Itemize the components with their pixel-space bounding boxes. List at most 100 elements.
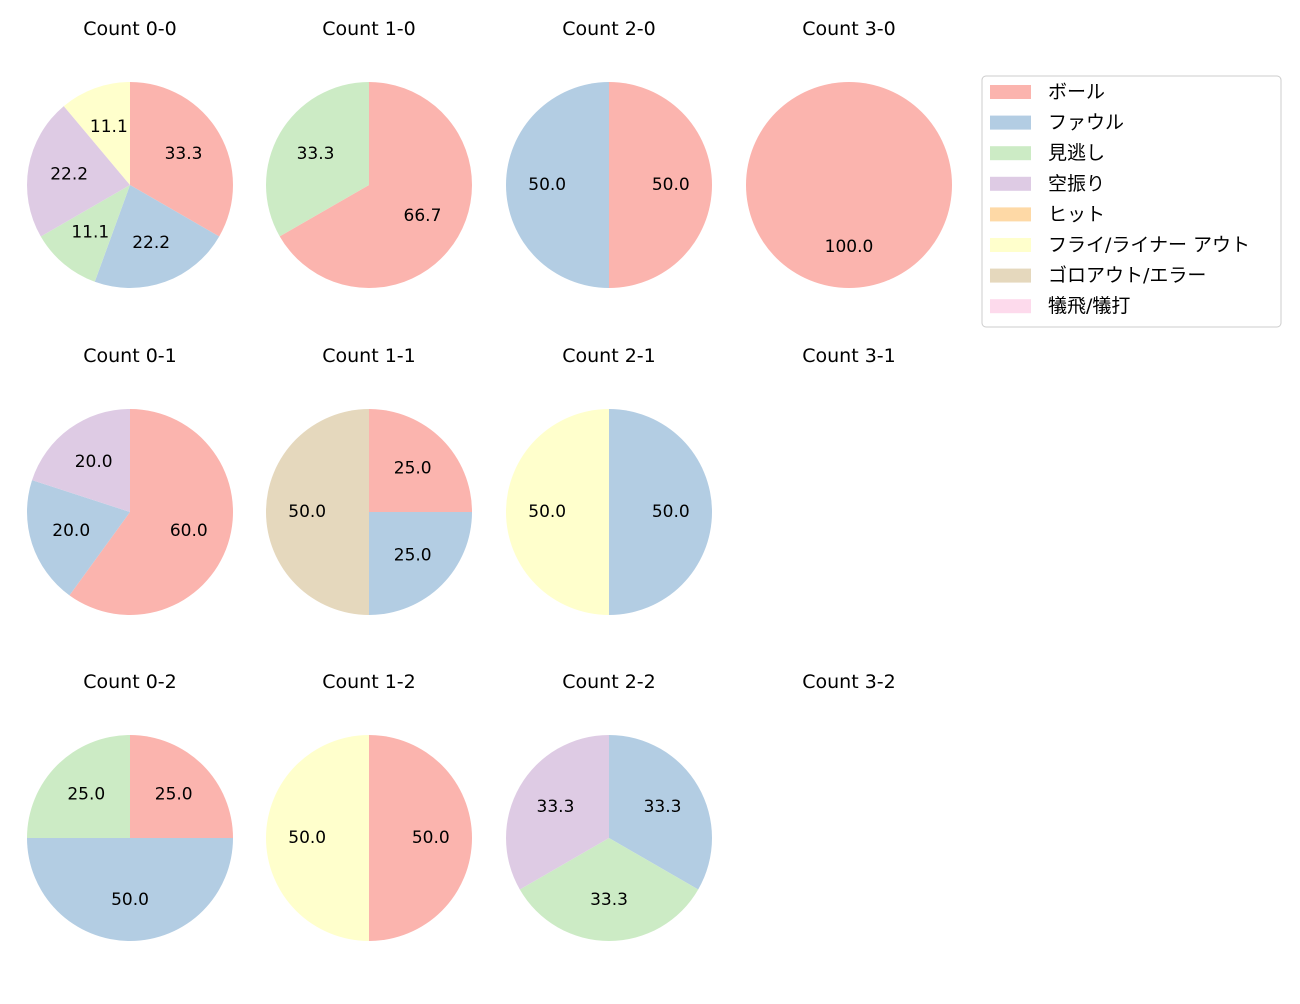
- legend-item: ゴロアウト/エラー: [990, 265, 1206, 287]
- legend-label: ファウル: [1048, 112, 1124, 134]
- pie-slice: [369, 735, 472, 941]
- legend-item: ボール: [990, 81, 1105, 103]
- legend-item: 犠飛/犠打: [990, 295, 1130, 317]
- slice-label: 20.0: [52, 521, 90, 541]
- slice-label: 25.0: [394, 546, 432, 566]
- legend-item: ヒット: [990, 203, 1105, 225]
- pie-slice: [279, 82, 472, 288]
- pie-slice: [746, 82, 952, 288]
- slice-label: 50.0: [652, 175, 690, 195]
- pie-count-0-2: Count 0-2 25.0 50.0 25.0: [27, 671, 233, 941]
- pie-title: Count 0-0: [83, 18, 177, 40]
- slice-label: 50.0: [528, 175, 566, 195]
- legend-swatch: [990, 115, 1031, 130]
- slice-label: 100.0: [825, 237, 874, 257]
- legend-label: フライ/ライナー アウト: [1048, 234, 1250, 256]
- legend-swatch: [990, 299, 1031, 314]
- pie-title: Count 3-2: [802, 671, 896, 693]
- slice-label: 50.0: [111, 890, 149, 910]
- legend-label: 見逃し: [1048, 142, 1105, 164]
- pie-slice: [266, 735, 369, 941]
- legend-swatch: [990, 176, 1031, 191]
- slice-label: 33.3: [537, 797, 575, 817]
- slice-label: 50.0: [288, 828, 326, 848]
- pie-count-1-0: Count 1-0 66.7 33.3: [266, 18, 472, 288]
- legend-item: 見逃し: [990, 142, 1105, 164]
- pie-slice: [94, 185, 220, 288]
- pie-slice: [27, 838, 233, 941]
- pie-slice: [519, 838, 699, 941]
- legend-swatch: [990, 268, 1031, 283]
- pie-count-1-1: Count 1-1 25.0 25.0 50.0: [266, 345, 472, 615]
- pie-slice: [609, 409, 712, 615]
- pie-slice: [266, 409, 369, 615]
- slice-label: 50.0: [528, 502, 566, 522]
- pie-slice: [63, 82, 130, 185]
- pie-count-2-2: Count 2-2 33.3 33.3 33.3: [506, 671, 712, 941]
- pie-slice: [130, 735, 233, 838]
- pie-title: Count 2-2: [562, 671, 656, 693]
- pie-slice: [266, 82, 369, 237]
- pie-slice: [27, 480, 130, 596]
- slice-label: 50.0: [412, 828, 450, 848]
- pie-count-2-0: Count 2-0 50.0 50.0: [506, 18, 712, 288]
- pie-title: Count 0-2: [83, 671, 177, 693]
- pie-title: Count 0-1: [83, 345, 177, 367]
- pie-count-3-0: Count 3-0 100.0: [746, 18, 952, 288]
- pie-title: Count 1-1: [322, 345, 416, 367]
- slice-label: 20.0: [75, 452, 113, 472]
- legend-frame: [981, 75, 1282, 328]
- slice-label: 33.3: [165, 144, 203, 164]
- pie-count-3-1: Count 3-1: [802, 345, 896, 367]
- pie-slice: [506, 735, 609, 890]
- legend-label: ゴロアウト/エラー: [1048, 265, 1206, 287]
- pie-slice: [369, 409, 472, 512]
- slice-label: 50.0: [652, 502, 690, 522]
- pie-title: Count 3-0: [802, 18, 896, 40]
- pie-title: Count 3-1: [802, 345, 896, 367]
- pie-count-0-1: Count 0-1 60.0 20.0 20.0: [27, 345, 234, 616]
- pie-slice: [609, 735, 712, 890]
- slice-label: 25.0: [67, 784, 105, 804]
- pie-title: Count 2-1: [562, 345, 656, 367]
- legend-item: フライ/ライナー アウト: [990, 234, 1250, 256]
- pie-slice: [130, 82, 233, 237]
- pie-title: Count 1-0: [322, 18, 416, 40]
- legend-swatch: [990, 207, 1031, 222]
- pie-slice: [32, 409, 130, 512]
- pie-slice: [40, 185, 130, 282]
- pie-slice: [369, 512, 472, 615]
- pie-slice: [506, 409, 609, 615]
- legend-label: 空振り: [1048, 173, 1105, 195]
- slice-label: 25.0: [394, 458, 432, 478]
- pie-slice: [506, 82, 609, 288]
- pie-title: Count 1-2: [322, 671, 416, 693]
- slice-label: 33.3: [297, 144, 335, 164]
- pie-slice: [27, 106, 130, 237]
- legend-label: ヒット: [1048, 203, 1105, 225]
- pie-slice: [27, 735, 130, 838]
- slice-label: 50.0: [288, 502, 326, 522]
- slice-label: 22.2: [50, 164, 88, 184]
- legend-swatch: [990, 146, 1031, 161]
- pie-slice: [609, 82, 712, 288]
- slice-label: 33.3: [644, 797, 682, 817]
- legend-label: 犠飛/犠打: [1048, 295, 1130, 317]
- pie-title: Count 2-0: [562, 18, 656, 40]
- pie-count-2-1: Count 2-1 50.0 50.0: [506, 345, 712, 615]
- pie-slice: [69, 409, 234, 616]
- legend-swatch: [990, 238, 1031, 252]
- pie-count-1-2: Count 1-2 50.0 50.0: [266, 671, 472, 941]
- legend-swatch: [990, 85, 1031, 99]
- slice-label: 11.1: [71, 222, 109, 242]
- legend-item: ファウル: [990, 112, 1124, 134]
- pie-count-3-2: Count 3-2: [802, 671, 896, 693]
- slice-label: 60.0: [170, 521, 208, 541]
- slice-label: 25.0: [155, 784, 193, 804]
- slice-label: 66.7: [404, 206, 442, 226]
- legend-item: 空振り: [990, 173, 1105, 195]
- pie-count-0-0: Count 0-0 33.3 22.2 11.1 22.2 11.1: [27, 18, 233, 288]
- slice-label: 11.1: [90, 117, 128, 137]
